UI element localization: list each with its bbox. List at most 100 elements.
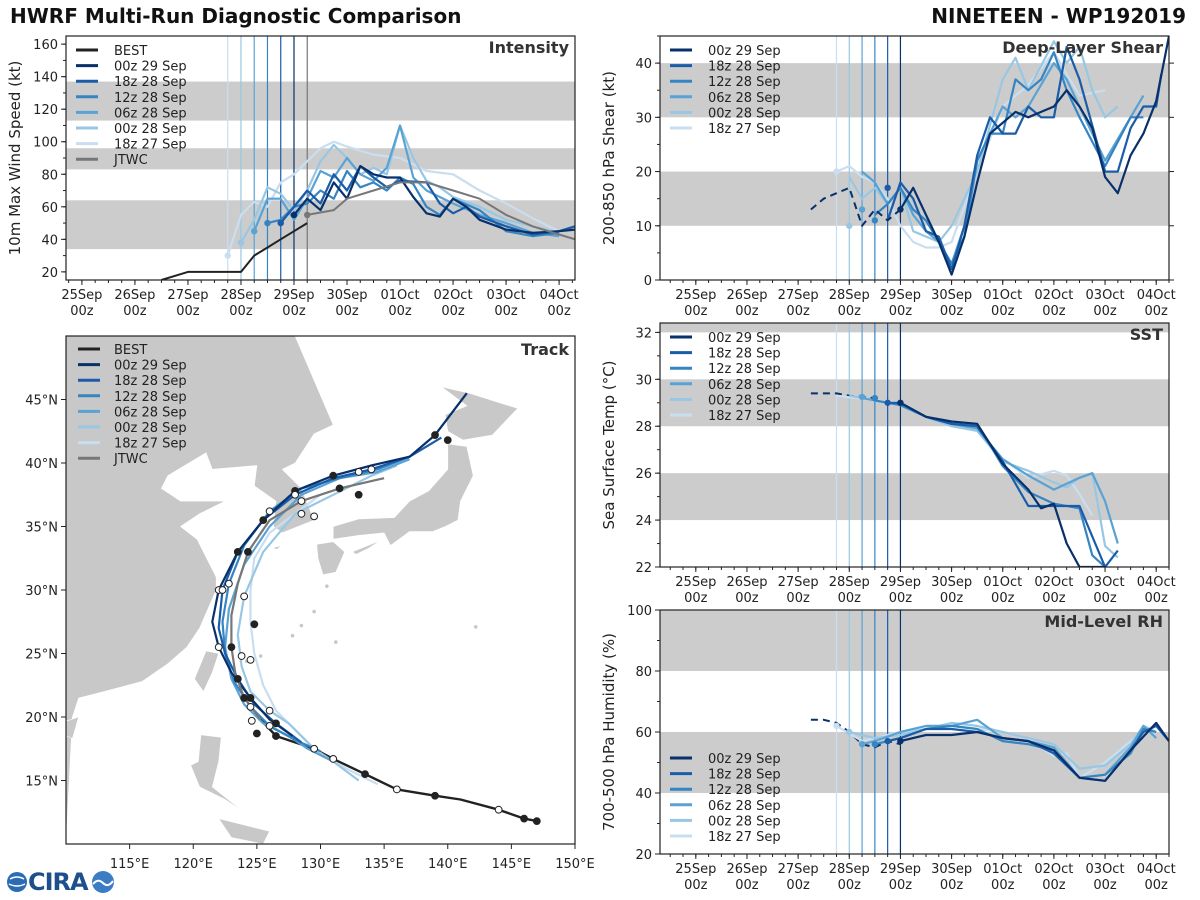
track-position-marker <box>354 490 363 499</box>
track-line-best <box>259 718 538 823</box>
land-mass <box>316 541 346 576</box>
x-tick-label: 01Oct <box>983 862 1022 877</box>
x-tick-label: 00z <box>1093 878 1117 893</box>
threshold-band <box>660 63 1169 118</box>
chart-intensity: 2040608010012014016025Sep00z26Sep00z27Se… <box>6 35 579 319</box>
legend-label: 12z 28 Sep <box>114 91 187 106</box>
legend-label: JTWC <box>113 153 148 168</box>
legend-label: 12z 28 Sep <box>708 75 781 90</box>
plot-frame <box>659 35 1170 281</box>
series-line-12z-28-sep <box>267 169 560 238</box>
track-position-marker <box>240 694 249 702</box>
legend-label: 00z 29 Sep <box>708 44 781 59</box>
series-line-jtwc <box>307 181 575 241</box>
legend-label: 06z 28 Sep <box>708 378 781 393</box>
legend-label: 18z 28 Sep <box>708 60 781 75</box>
land-mass <box>351 540 381 555</box>
x-tick-label: 145°E <box>492 857 532 872</box>
x-tick-label: 00z <box>889 304 913 319</box>
panel-title: Intensity <box>489 38 570 57</box>
track-line-00z-28-sep <box>236 464 398 782</box>
series-line-best <box>161 222 308 280</box>
x-tick-label: 00z <box>838 304 862 319</box>
chart-shear: 01020304025Sep00z26Sep00z27Sep00z28Sep00… <box>600 35 1176 319</box>
series-line-00z-28-sep <box>240 124 560 244</box>
y-tick-label: 24 <box>635 514 652 529</box>
initial-point-marker <box>858 206 866 213</box>
track-position-marker <box>265 721 274 730</box>
island <box>473 625 478 629</box>
x-tick-label: 26Sep <box>114 288 155 303</box>
x-tick-label: 150°E <box>555 857 595 872</box>
island <box>299 623 304 628</box>
x-tick-label: 00z <box>786 304 810 319</box>
x-tick-label: 00z <box>547 304 571 319</box>
legend-label: 18z 27 Sep <box>708 409 781 424</box>
x-tick-label: 30Sep <box>931 862 972 877</box>
y-tick-label: 40°N <box>25 457 58 472</box>
track-position-marker <box>329 755 338 763</box>
x-tick-label: 00z <box>889 591 913 606</box>
x-tick-label: 01Oct <box>983 288 1022 303</box>
x-tick-label: 27Sep <box>778 575 819 590</box>
initial-point-marker <box>264 219 271 227</box>
series-line-00z-29-sep <box>293 165 575 234</box>
storm-id: NINETEEN - WP192019 <box>931 4 1186 28</box>
x-tick-label: 04Oct <box>540 288 579 303</box>
track-position-marker <box>246 655 255 664</box>
series-line-00z-29-sep <box>900 721 1169 782</box>
legend-label: BEST <box>114 44 147 59</box>
y-tick-label: 40 <box>41 233 58 248</box>
threshold-band <box>660 473 1169 521</box>
land-mass <box>66 336 334 844</box>
x-tick-label: 00z <box>1042 878 1066 893</box>
initial-point-marker <box>871 217 879 224</box>
x-tick-label: 25Sep <box>675 288 716 303</box>
y-tick-label: 10 <box>635 220 652 235</box>
x-tick-label: 02Oct <box>1034 575 1073 590</box>
track-position-marker <box>520 814 528 823</box>
land-mass <box>66 716 80 740</box>
x-tick-label: 29Sep <box>273 288 314 303</box>
track-position-marker <box>224 579 233 588</box>
x-tick-label: 00z <box>1093 304 1117 319</box>
x-tick-label: 120°E <box>173 857 213 872</box>
x-tick-label: 02Oct <box>1034 288 1073 303</box>
x-tick-label: 00z <box>940 878 964 893</box>
x-tick-label: 00z <box>684 591 708 606</box>
series-line-18z-27-sep <box>836 51 1106 249</box>
y-tick-label: 100 <box>627 604 652 619</box>
series-line-00z-28-sep <box>849 721 1157 770</box>
legend-label: 00z 29 Sep <box>708 331 781 346</box>
x-tick-label: 00z <box>70 304 94 319</box>
x-tick-label: 00z <box>176 304 200 319</box>
y-tick-label: 35°N <box>25 521 58 536</box>
track-position-marker <box>494 805 503 814</box>
y-axis-label: Sea Surface Temp (°C) <box>600 360 618 529</box>
x-tick-label: 00z <box>282 304 306 319</box>
x-tick-label: 00z <box>1042 304 1066 319</box>
x-tick-label: 04Oct <box>1137 862 1176 877</box>
initial-point-marker <box>277 219 284 227</box>
track-position-marker <box>240 592 249 601</box>
y-tick-label: 140 <box>33 71 58 86</box>
x-tick-label: 00z <box>735 591 759 606</box>
y-tick-label: 28 <box>635 420 652 435</box>
y-tick-label: 15°N <box>25 775 58 790</box>
legend-label: 18z 28 Sep <box>708 347 781 362</box>
x-tick-label: 00z <box>991 304 1015 319</box>
legend-label: 06z 28 Sep <box>114 405 187 420</box>
legend-label: 18z 27 Sep <box>114 437 187 452</box>
legend-label: 18z 27 Sep <box>114 138 187 153</box>
panel-title: Mid-Level RH <box>1044 612 1163 631</box>
track-position-marker <box>265 507 274 516</box>
y-tick-label: 40 <box>635 787 652 802</box>
x-tick-label: 30Sep <box>931 575 972 590</box>
track-position-marker <box>259 516 268 525</box>
cira-logo: CIRA <box>6 868 118 896</box>
x-tick-label: 25Sep <box>675 862 716 877</box>
land-mass <box>218 818 271 844</box>
legend-label: 06z 28 Sep <box>114 106 187 121</box>
x-tick-label: 25Sep <box>61 288 102 303</box>
